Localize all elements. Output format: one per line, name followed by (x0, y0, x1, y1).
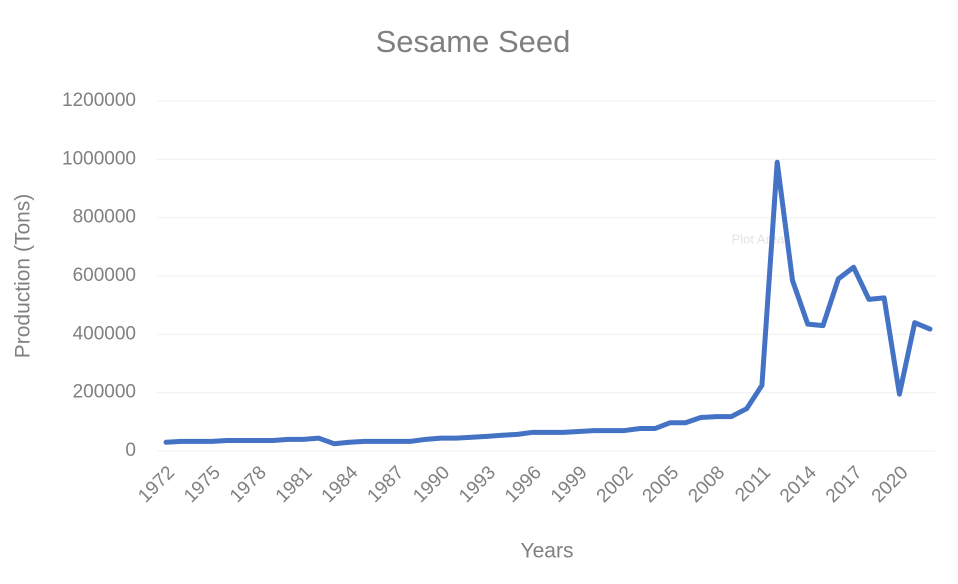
x-tick-label: 2011 (731, 462, 775, 506)
y-tick-label: 200000 (73, 382, 136, 403)
x-tick-label: 1987 (364, 462, 409, 507)
x-tick-label: 2014 (776, 462, 821, 507)
x-tick-label: 1984 (318, 462, 363, 507)
x-tick-label: 1975 (180, 462, 225, 507)
x-tick-label: 1999 (547, 462, 592, 507)
x-axis-label: Years (521, 540, 574, 563)
data-line (163, 159, 933, 447)
chart-title: Sesame Seed (376, 24, 571, 59)
y-tick-label: 400000 (73, 323, 136, 344)
x-tick-label: 2002 (593, 462, 638, 507)
tooltip: Plot Area (732, 231, 786, 246)
x-tick-label: 1981 (272, 462, 317, 507)
x-tick-label: 1978 (226, 462, 271, 507)
x-tick-label: 1990 (409, 462, 454, 507)
x-tick-label: 2008 (684, 462, 729, 507)
x-tick-label: 1996 (501, 462, 546, 507)
y-tick-label: 600000 (73, 265, 136, 286)
y-tick-label: 1200000 (62, 90, 136, 111)
x-tick-label: 2017 (822, 462, 867, 507)
x-tick-label: 2005 (639, 462, 684, 507)
y-tick-label: 1000000 (62, 148, 136, 169)
x-tick-label: 1972 (134, 462, 179, 507)
y-tick-label: 800000 (73, 207, 136, 228)
x-tick-label: 2020 (868, 462, 913, 507)
y-tick-label: 0 (125, 440, 136, 461)
x-tick-label: 1993 (455, 462, 500, 507)
y-axis-label: Production (Tons) (12, 194, 35, 359)
